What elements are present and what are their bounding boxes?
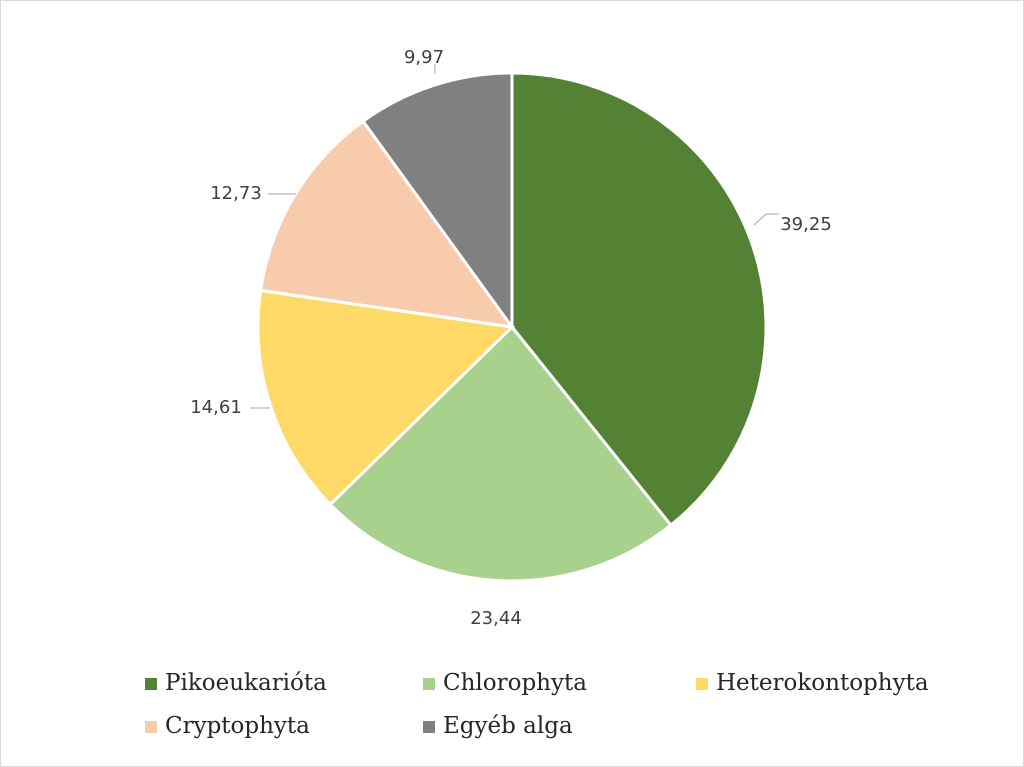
pie-slice-egyeb-alga	[360, 71, 514, 332]
legend-item-egyeb-alga: Egyéb alga	[423, 713, 573, 739]
pie-slice-heterokontophyta	[256, 288, 516, 507]
legend-item-cryptophyta: Cryptophyta	[145, 713, 310, 739]
pie-slice-pikoeukariota	[510, 71, 768, 528]
legend: Pikoeukarióta Chlorophyta Heterokontophyta…	[145, 670, 929, 739]
pie-slices	[256, 71, 768, 583]
legend-swatch-chlorophyta	[423, 678, 435, 690]
legend-swatch-egyeb-alga	[423, 721, 435, 733]
legend-item-heterokontophyta: Heterokontophyta	[696, 670, 929, 696]
data-label-cryptophyta: 12,73	[210, 183, 262, 204]
legend-swatch-cryptophyta	[145, 721, 157, 733]
leader-line-pikoeukariota	[753, 213, 779, 226]
legend-item-pikoeukariota: Pikoeukarióta	[145, 670, 327, 696]
data-label-pikoeukariota: 39,25	[780, 214, 832, 235]
data-label-chlorophyta: 23,44	[470, 608, 522, 629]
data-labels: 39,25 23,44 14,61 12,73 9,97	[190, 47, 832, 629]
legend-label-heterokontophyta: Heterokontophyta	[716, 670, 929, 696]
legend-label-pikoeukariota: Pikoeukarióta	[165, 670, 327, 696]
legend-item-chlorophyta: Chlorophyta	[423, 670, 587, 696]
leader-lines	[250, 64, 779, 409]
data-label-egyeb-alga: 9,97	[404, 47, 444, 68]
legend-label-egyeb-alga: Egyéb alga	[443, 713, 573, 739]
pie-slice-chlorophyta	[328, 324, 673, 583]
legend-label-chlorophyta: Chlorophyta	[443, 670, 587, 696]
legend-label-cryptophyta: Cryptophyta	[165, 713, 310, 739]
legend-swatch-pikoeukariota	[145, 678, 157, 690]
pie-slice-cryptophyta	[258, 119, 516, 329]
data-label-heterokontophyta: 14,61	[190, 397, 242, 418]
legend-swatch-heterokontophyta	[696, 678, 708, 690]
